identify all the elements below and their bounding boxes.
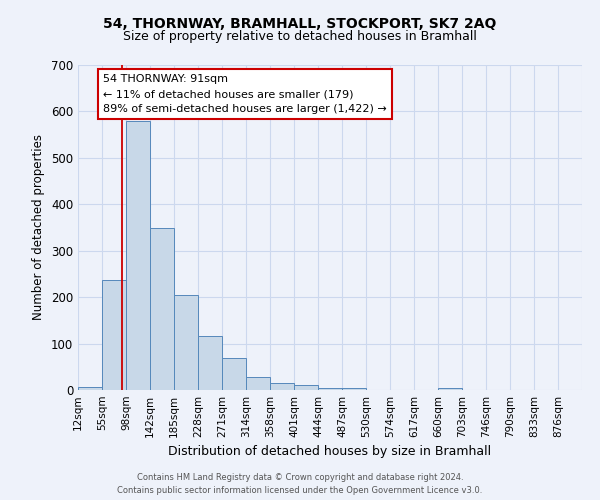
Text: 54, THORNWAY, BRAMHALL, STOCKPORT, SK7 2AQ: 54, THORNWAY, BRAMHALL, STOCKPORT, SK7 2… <box>103 18 497 32</box>
Y-axis label: Number of detached properties: Number of detached properties <box>32 134 46 320</box>
X-axis label: Distribution of detached houses by size in Bramhall: Distribution of detached houses by size … <box>169 446 491 458</box>
Bar <box>222 358 246 390</box>
Bar <box>198 336 222 390</box>
Bar <box>294 386 318 390</box>
Bar <box>270 382 294 390</box>
Bar <box>342 388 366 390</box>
Bar <box>246 378 270 390</box>
Bar <box>78 387 102 390</box>
Text: 54 THORNWAY: 91sqm
← 11% of detached houses are smaller (179)
89% of semi-detach: 54 THORNWAY: 91sqm ← 11% of detached hou… <box>103 74 387 114</box>
Bar <box>438 388 462 390</box>
Bar <box>174 296 198 390</box>
Text: Contains HM Land Registry data © Crown copyright and database right 2024.
Contai: Contains HM Land Registry data © Crown c… <box>118 474 482 495</box>
Bar <box>126 120 150 390</box>
Bar <box>318 388 342 390</box>
Text: Size of property relative to detached houses in Bramhall: Size of property relative to detached ho… <box>123 30 477 43</box>
Bar <box>102 280 126 390</box>
Bar <box>150 228 174 390</box>
